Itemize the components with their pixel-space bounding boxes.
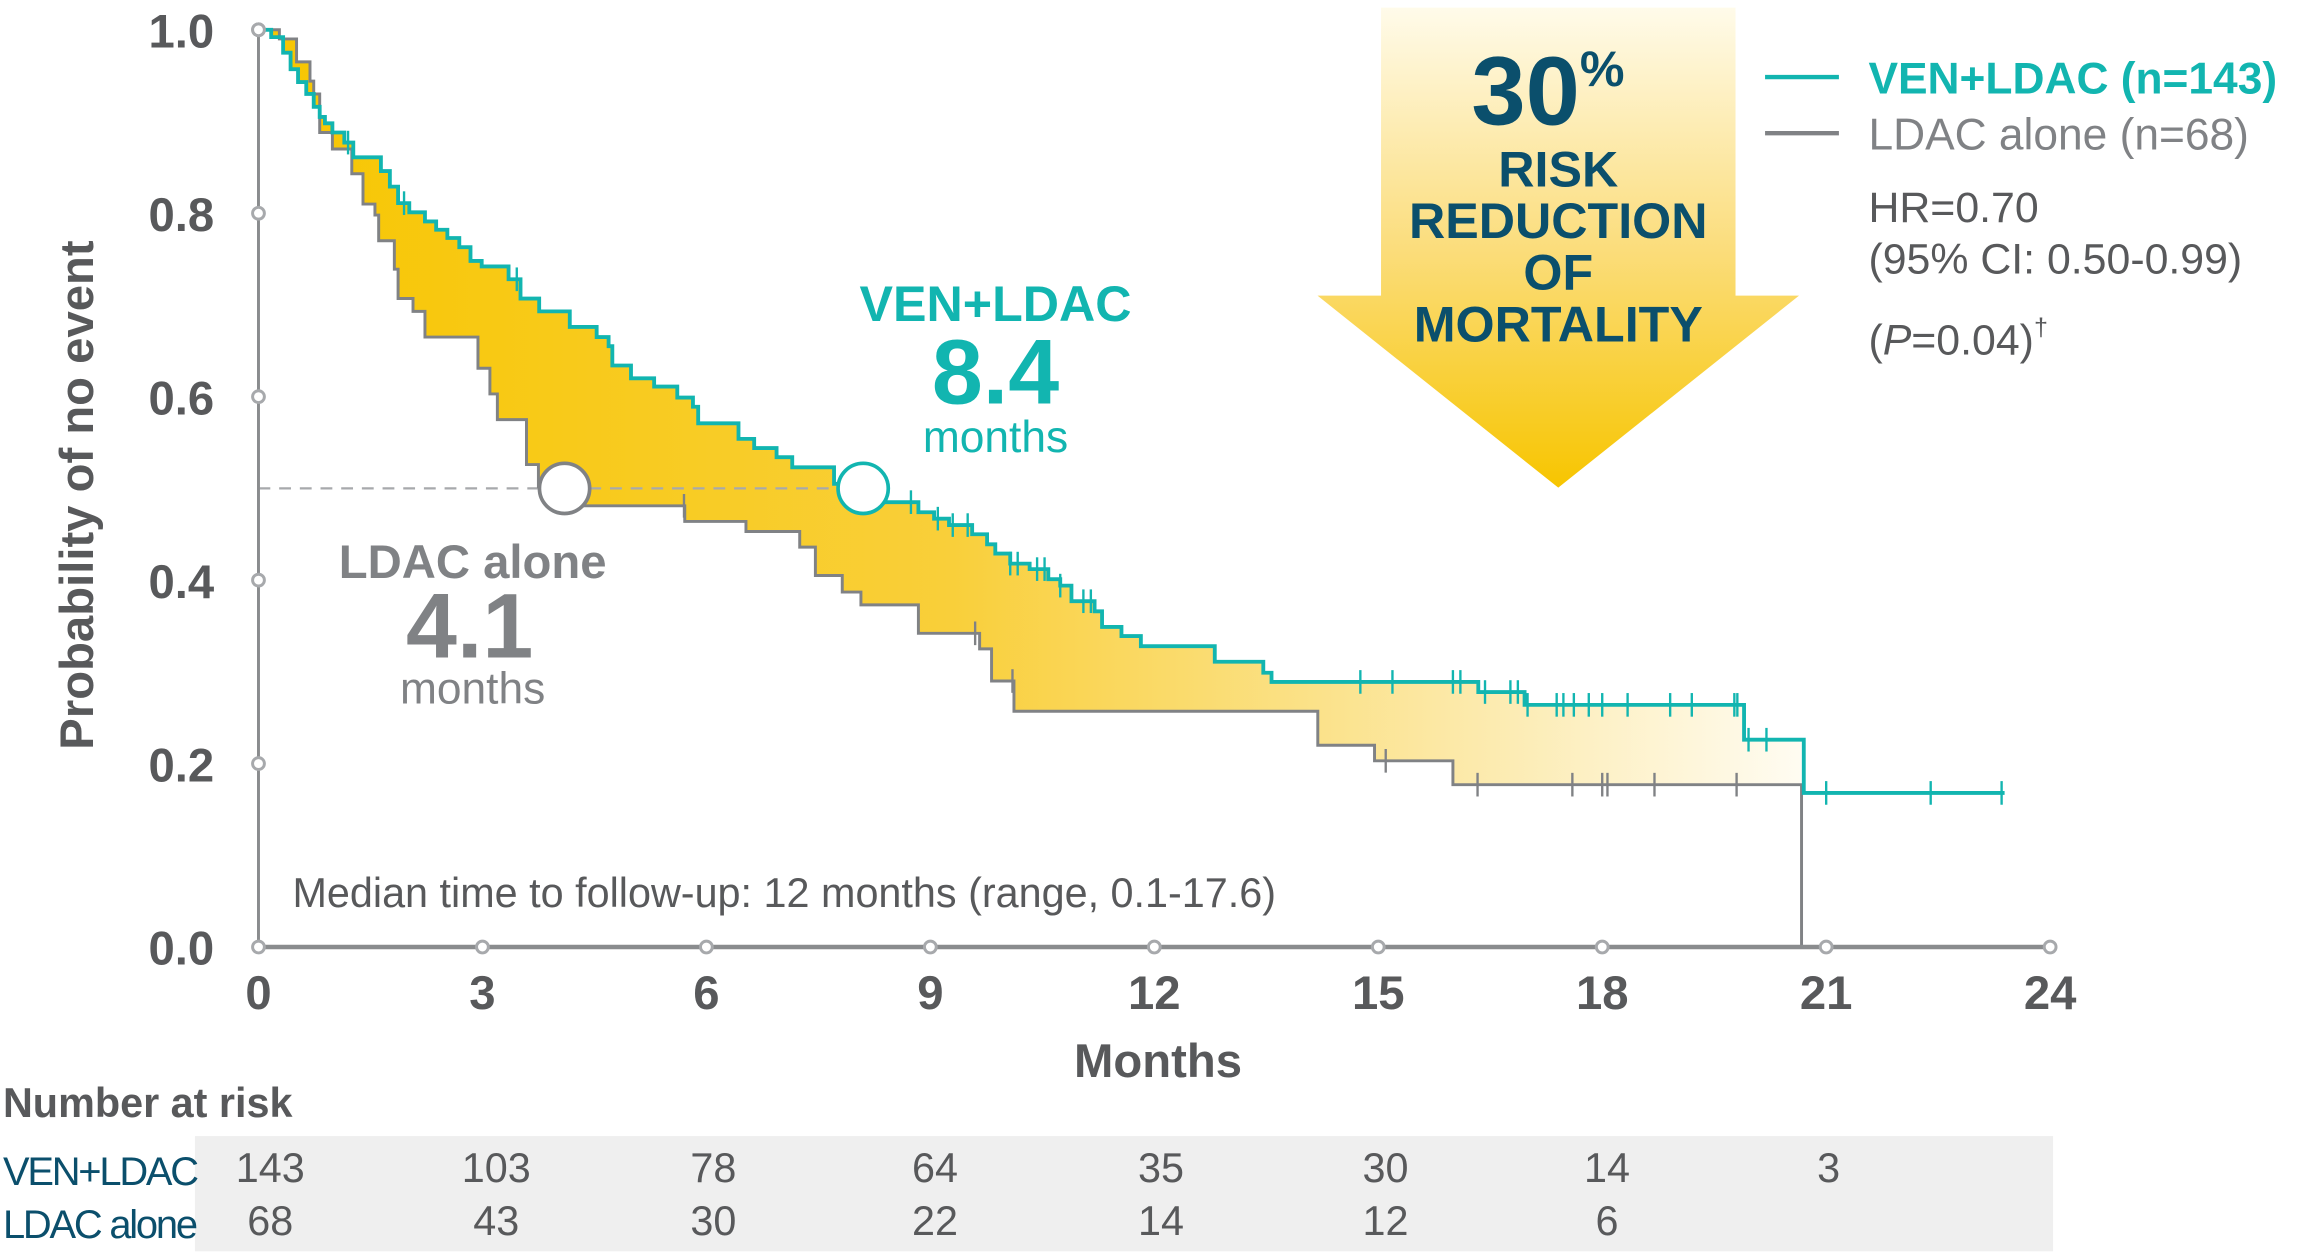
y-tick-label: 0.4 [148, 556, 214, 609]
legend-label-ldac: LDAC alone (n=68) [1868, 110, 2248, 159]
risk-row-label-ldac: LDAC alone [3, 1203, 197, 1247]
x-tick-marker [1818, 939, 1834, 955]
ven-median-marker [836, 461, 891, 516]
y-tick-marker [251, 389, 266, 405]
x-tick-label: 21 [1800, 967, 1853, 1020]
x-tick-label: 12 [1128, 967, 1181, 1020]
risk-count: 14 [1138, 1198, 1184, 1244]
risk-count: 30 [1362, 1145, 1408, 1191]
ldac-median-unit: months [400, 664, 545, 713]
y-tick-label: 0.0 [148, 923, 214, 976]
ldac-survival-curve [258, 28, 1804, 948]
y-axis-title: Probability of no event [51, 240, 104, 750]
survival-difference-fill [258, 29, 1802, 785]
risk-count: 68 [247, 1198, 293, 1244]
x-tick-label: 3 [469, 967, 495, 1020]
y-tick-marker [251, 572, 266, 588]
x-tick-label: 9 [917, 967, 943, 1020]
risk-count: 43 [473, 1198, 519, 1244]
risk-count: 12 [1362, 1198, 1408, 1244]
risk-count: 14 [1584, 1145, 1630, 1191]
risk-reduction-arrow [1317, 7, 1800, 488]
x-tick-marker [1146, 939, 1162, 955]
hazard-ratio: HR=0.70 [1868, 184, 2038, 232]
p-value: (P=0.04)† [1868, 314, 2047, 365]
x-tick-label: 24 [2024, 967, 2077, 1020]
risk-row-label-ven: VEN+LDAC [3, 1150, 198, 1194]
arrow-line-4: MORTALITY [1414, 296, 1703, 352]
arrow-line-1: RISK [1498, 141, 1618, 197]
risk-count: 22 [912, 1198, 958, 1244]
x-tick-marker [1370, 939, 1386, 955]
confidence-interval: (95% CI: 0.50-0.99) [1868, 235, 2242, 283]
arrow-big-number: 30% [1471, 36, 1624, 145]
ldac-median-marker [537, 461, 592, 516]
x-tick-label: 6 [693, 967, 719, 1020]
x-tick-marker [922, 939, 938, 955]
y-tick-label: 0.6 [148, 372, 214, 425]
arrow-line-3: OF [1523, 245, 1593, 301]
risk-count: 35 [1138, 1145, 1184, 1191]
y-tick-label: 1.0 [148, 5, 214, 58]
followup-note: Median time to follow-up: 12 months (ran… [292, 870, 1276, 916]
ven-median-value: 8.4 [932, 321, 1059, 423]
risk-count: 143 [236, 1145, 305, 1191]
x-tick-marker [1594, 939, 1610, 955]
y-tick-label: 0.8 [148, 189, 214, 242]
ldac-median-value: 4.1 [406, 576, 533, 678]
x-tick-label: 18 [1576, 967, 1629, 1020]
x-tick-label: 15 [1352, 967, 1405, 1020]
risk-count: 103 [462, 1145, 531, 1191]
x-tick-marker [475, 939, 490, 955]
x-tick-marker [699, 939, 714, 955]
risk-count: 3 [1817, 1145, 1840, 1191]
risk-table-background [194, 1136, 2054, 1252]
risk-count: 30 [690, 1198, 736, 1244]
risk-count: 78 [690, 1145, 736, 1191]
risk-count: 64 [912, 1145, 958, 1191]
legend-label-ven: VEN+LDAC (n=143) [1868, 54, 2277, 103]
y-tick-marker [251, 22, 266, 38]
x-tick-label: 0 [245, 967, 271, 1020]
y-tick-marker [251, 756, 266, 771]
risk-count: 6 [1596, 1198, 1619, 1244]
ven-median-unit: months [923, 413, 1068, 462]
ven-median-label: VEN+LDAC [860, 276, 1132, 332]
x-tick-marker [2042, 939, 2058, 955]
x-tick-marker [251, 939, 266, 955]
x-axis-title: Months [1074, 1035, 1242, 1088]
ldac-median-label: LDAC alone [339, 536, 607, 589]
arrow-line-2: REDUCTION [1409, 193, 1707, 249]
y-tick-label: 0.2 [148, 739, 214, 792]
y-tick-marker [251, 205, 266, 221]
risk-table-title: Number at risk [3, 1080, 294, 1126]
